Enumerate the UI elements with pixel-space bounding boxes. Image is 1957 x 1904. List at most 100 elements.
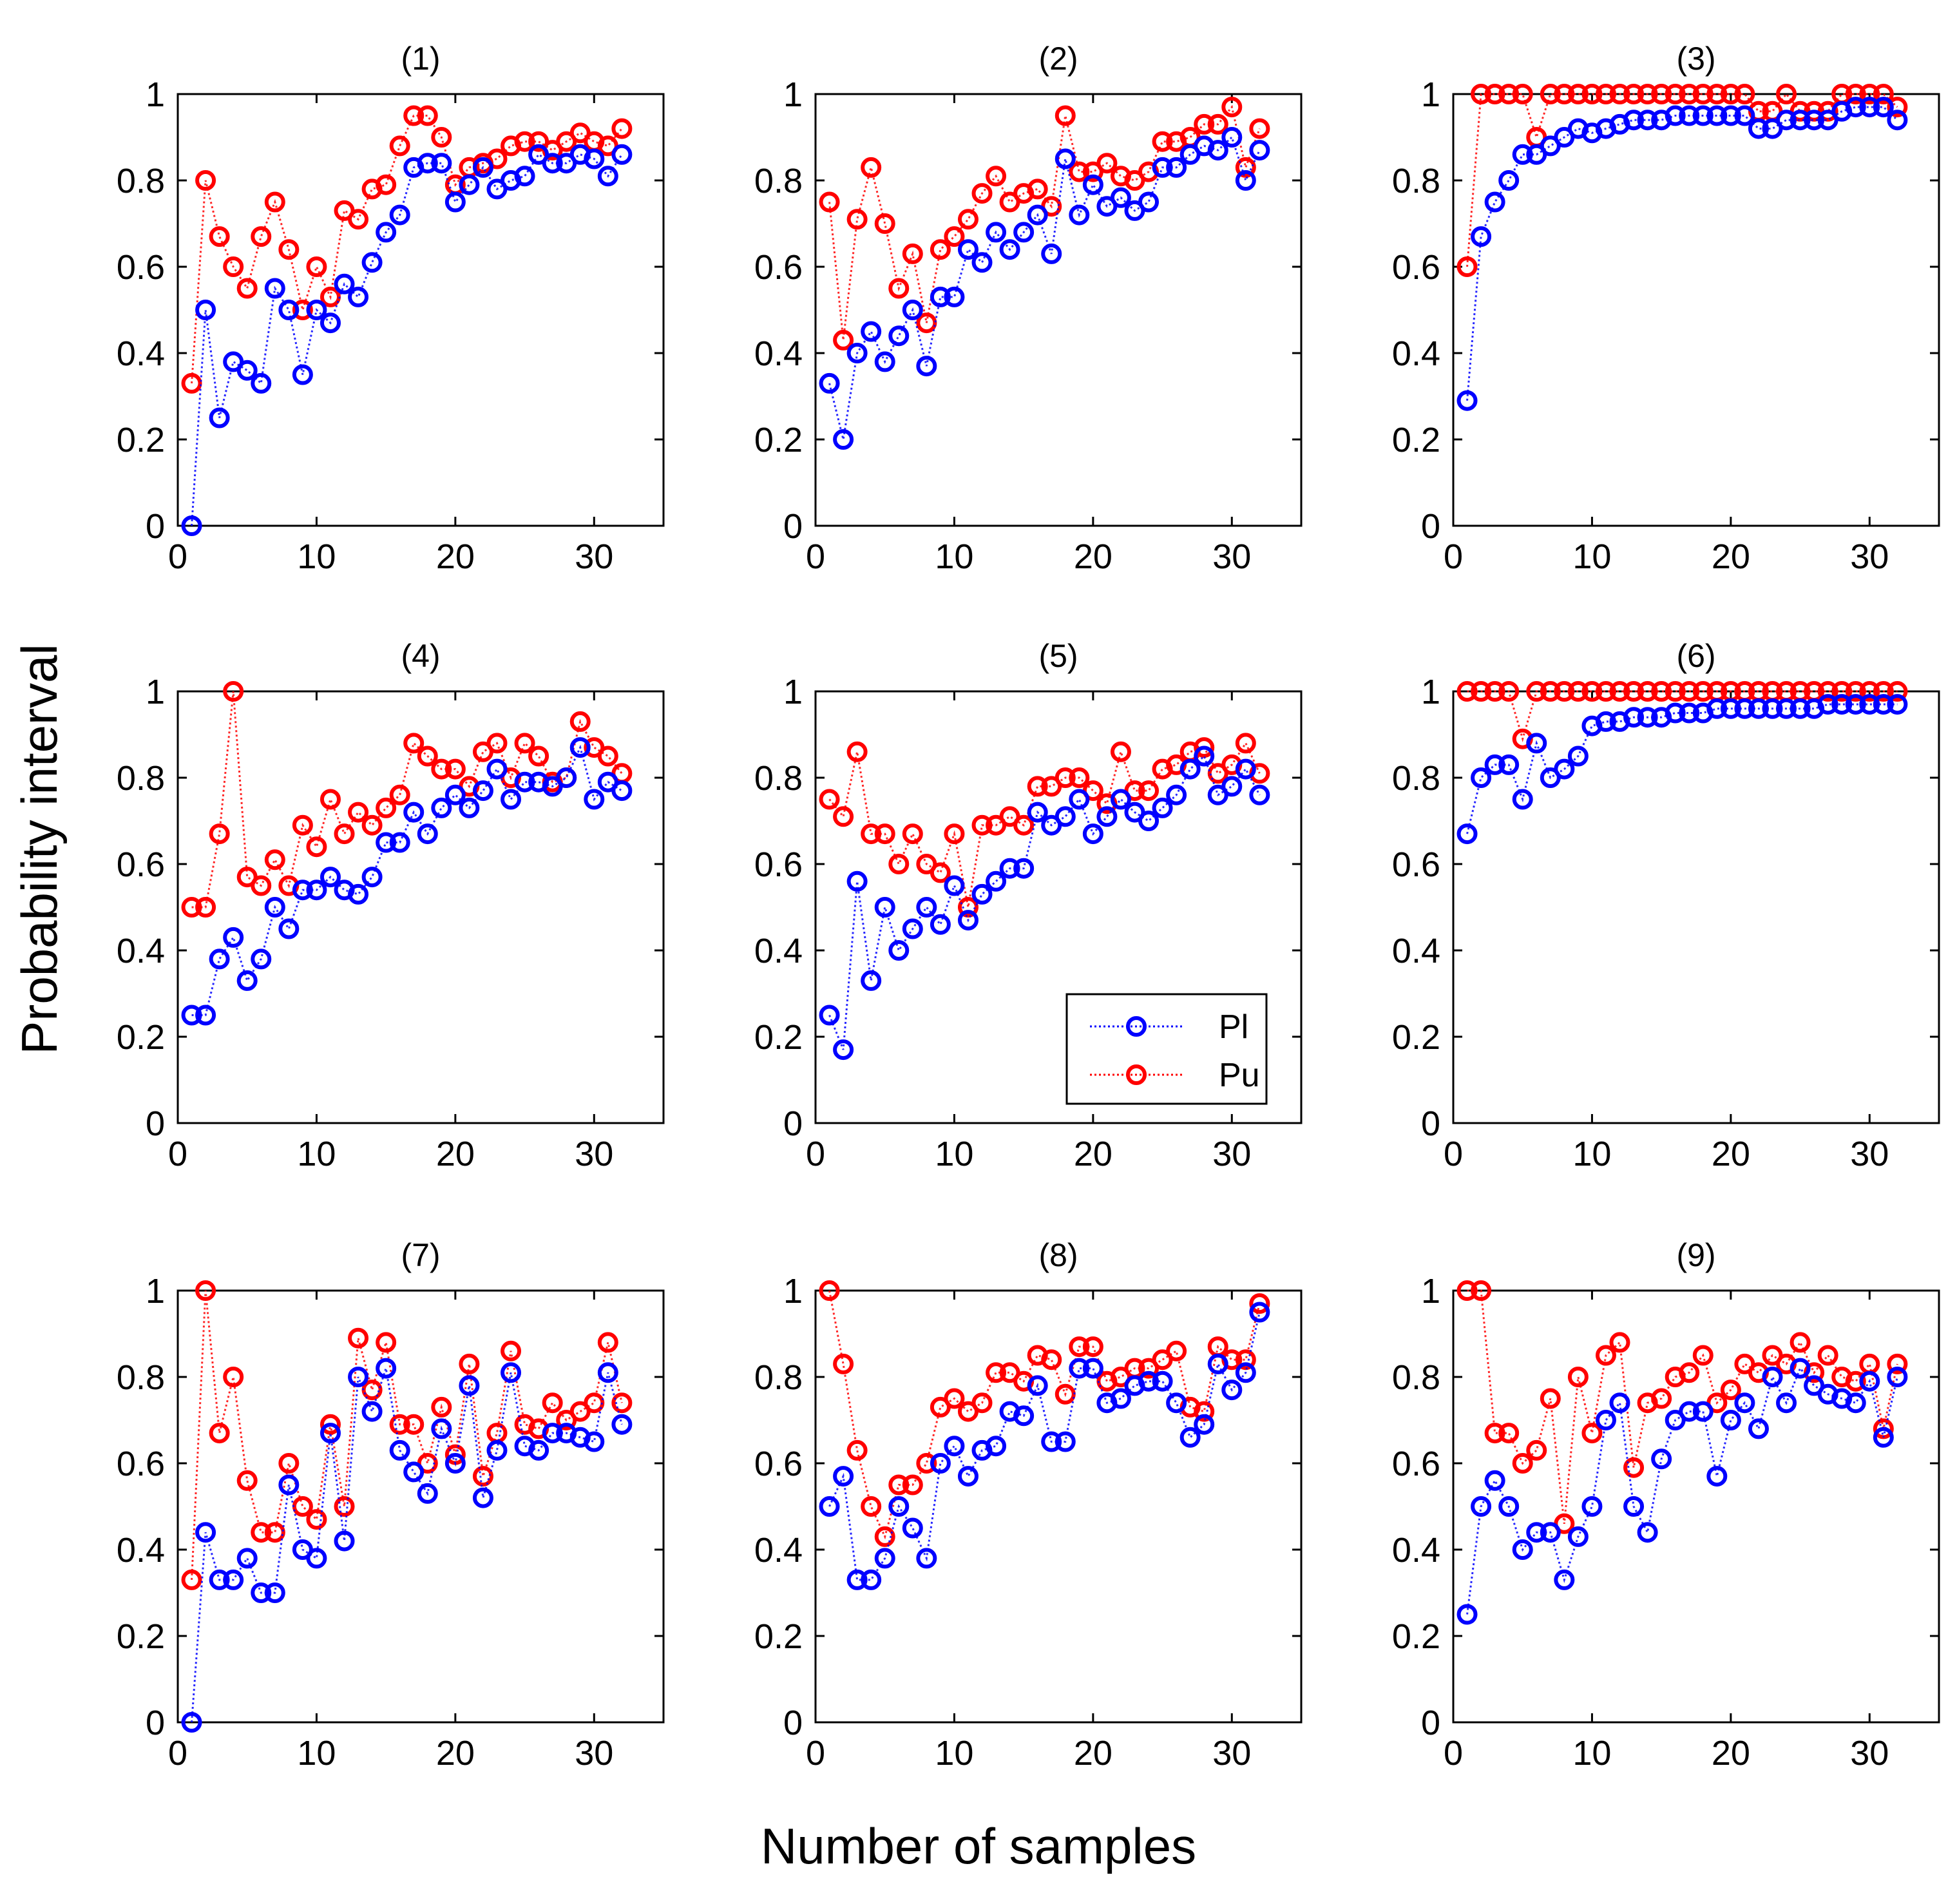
data-point-Pl [1831,694,1853,715]
data-point-Pu [195,170,216,191]
subplot-title: (9) [1676,1237,1715,1273]
data-point-Pl [846,870,868,892]
data-point-Pl [986,1436,1007,1457]
y-tick-label: 0.4 [1392,1531,1440,1570]
data-point-Pl [1623,1496,1645,1517]
data-point-Pl [1207,1353,1228,1374]
subplot-title: (7) [401,1237,440,1273]
x-tick-label: 0 [168,1135,187,1173]
data-point-Pl [1249,784,1270,805]
data-point-Pu [1554,84,1575,104]
data-point-Pu [1456,256,1478,277]
y-tick-label: 0.2 [1392,1018,1440,1057]
y-tick-label: 0.2 [1392,421,1440,459]
data-point-Pu [1637,84,1658,104]
series-line-Pu [191,1290,623,1580]
data-point-Pl [874,897,895,918]
y-tick-label: 0 [1421,1104,1440,1143]
data-point-Pu [251,875,272,896]
data-point-Pl [1498,1496,1520,1517]
data-point-Pl [459,174,480,195]
data-point-Pl [930,1453,951,1474]
y-tick-label: 0 [1421,507,1440,546]
data-point-Pl [501,789,522,810]
data-point-Pl [181,1712,202,1733]
data-point-Pu [1581,84,1603,104]
x-tick-label: 0 [168,537,187,576]
data-point-Pl [611,1414,633,1435]
data-point-Pu [181,1569,202,1590]
data-point-Pl [209,407,230,428]
data-point-Pu [846,209,868,230]
data-point-Pl [403,802,425,823]
data-point-Pu [1498,84,1520,104]
data-point-Pu [292,1496,313,1517]
data-point-Pl [472,780,493,802]
data-point-Pu [1055,105,1076,126]
data-point-Pu [1692,84,1714,104]
data-point-Pl [1471,767,1492,788]
data-point-Pl [1456,823,1478,845]
data-point-Pl [1498,170,1520,191]
data-point-Pl [1623,110,1645,131]
data-point-Pu [874,1526,895,1547]
data-point-Pl [1110,187,1131,208]
data-point-Pl [597,1362,618,1383]
data-point-Pu [209,226,230,247]
data-point-Pl [1013,858,1035,879]
data-point-Pu [1194,113,1215,135]
data-point-Pu [195,897,216,918]
y-tick-label: 0.2 [754,1617,803,1656]
data-point-Pu [1235,1349,1256,1370]
data-point-Pu [209,1423,230,1444]
data-point-Pl [916,356,937,377]
data-point-Pl [1221,776,1243,797]
data-point-Pu [597,745,618,767]
data-point-Pl [1166,784,1187,805]
data-point-Pl [1692,105,1714,126]
data-point-Pl [1207,140,1228,161]
data-point-Pu [1623,681,1645,702]
data-point-Pl [944,286,965,307]
data-point-Pu [472,1466,493,1487]
data-point-Pl [1790,1358,1811,1379]
data-point-Pu [1069,161,1090,182]
data-point-Pu [957,209,979,230]
data-point-Pl [1498,754,1520,775]
data-point-Pl [1887,694,1908,715]
axes-frame [1452,93,1940,527]
data-point-Pl [1776,110,1797,131]
data-point-Pu [916,313,937,334]
data-point-Pu [389,784,410,805]
data-point-Pl [1804,110,1825,131]
data-point-Pu [1609,681,1630,702]
data-point-Pu [459,1353,480,1374]
data-point-Pl [444,784,466,805]
data-point-Pl [1194,745,1215,767]
data-point-Pu [1152,131,1173,152]
data-point-Pu [1540,84,1561,104]
data-point-Pu [1484,84,1505,104]
data-point-Pl [1790,698,1811,719]
data-point-Pu [819,1280,840,1301]
data-point-Pl [1235,170,1256,191]
data-point-Pl [1221,1380,1243,1401]
data-point-Pu [1665,84,1686,104]
data-point-Pu [1082,1336,1103,1358]
y-tick-label: 0.6 [1392,1445,1440,1483]
y-tick-label: 1 [146,1272,165,1311]
axes-frame [1452,1289,1940,1724]
subplot-title: (2) [1038,41,1078,77]
x-tick-label: 30 [1212,1734,1251,1773]
data-point-Pu [1484,1423,1505,1444]
x-tick-label: 30 [575,1135,613,1173]
y-tick-label: 0.4 [117,1531,165,1570]
data-point-Pu [251,1522,272,1543]
data-point-Pl [1235,1362,1256,1383]
data-point-Pl [278,1474,300,1495]
x-tick-label: 30 [1850,1734,1889,1773]
data-point-Pl [1679,105,1700,126]
data-point-Pl [209,948,230,970]
data-point-Pl [1873,97,1894,118]
data-point-Pl [514,771,535,793]
